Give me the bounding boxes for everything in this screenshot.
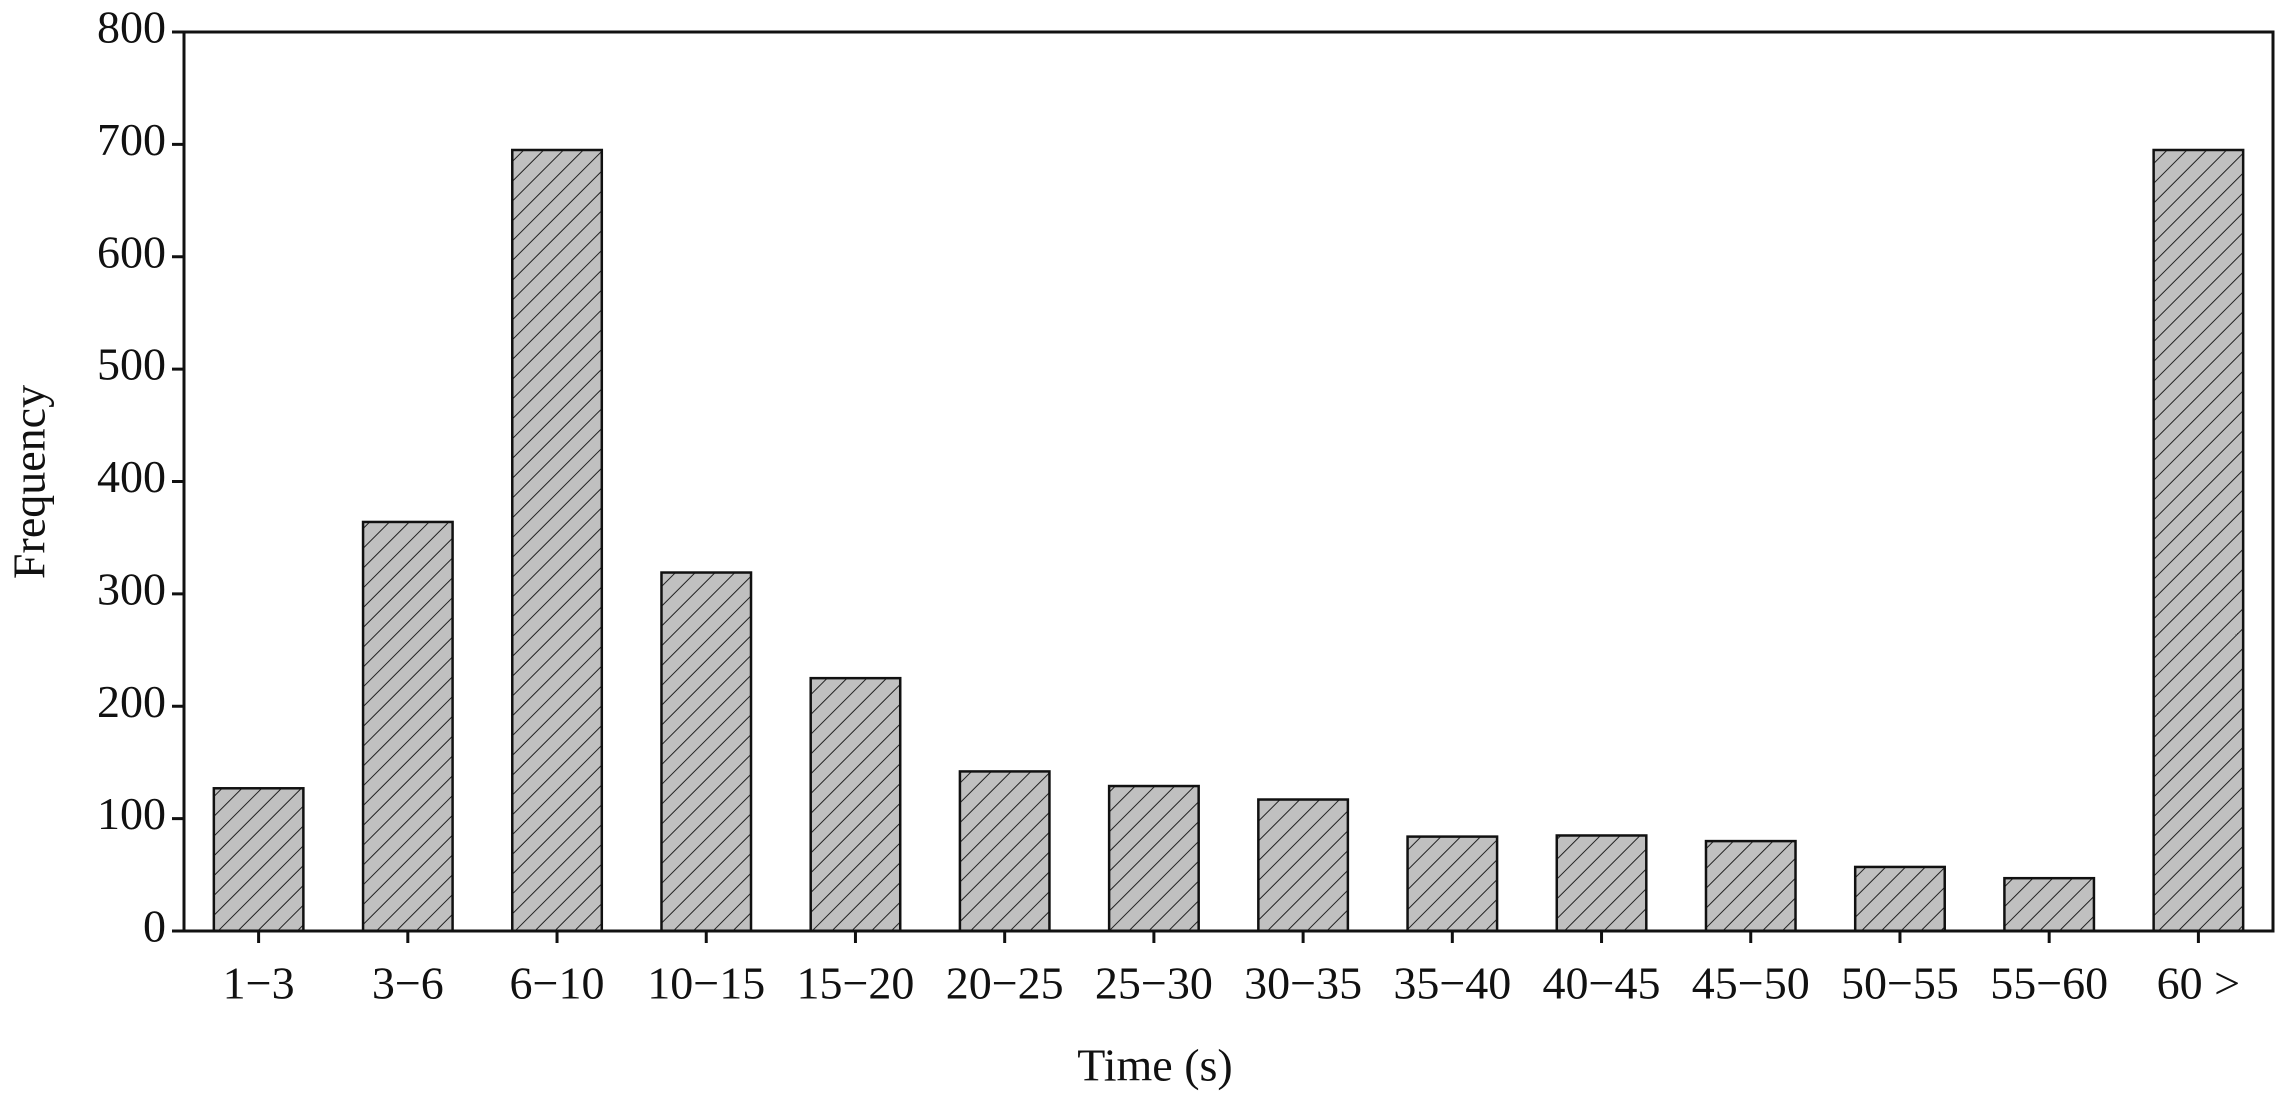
y-tick-label: 800	[97, 2, 166, 53]
y-tick-label: 600	[97, 226, 166, 277]
bar	[2152, 148, 2245, 933]
bar	[212, 787, 305, 933]
bar	[1704, 839, 1797, 933]
x-tick-label: 60 >	[2157, 958, 2240, 1009]
x-tick-label: 20−25	[946, 958, 1064, 1009]
y-tick-label: 400	[97, 451, 166, 502]
y-tick-label: 300	[97, 563, 166, 614]
x-tick-label: 6−10	[510, 958, 605, 1009]
bar	[809, 676, 902, 933]
bar	[660, 571, 753, 933]
plot-frame	[182, 30, 2275, 933]
x-tick-label: 50−55	[1841, 958, 1959, 1009]
x-tick-label: 10−15	[647, 958, 765, 1009]
y-tick-label: 200	[97, 676, 166, 727]
y-tick-label: 700	[97, 114, 166, 165]
x-tick-label: 35−40	[1393, 958, 1511, 1009]
bar	[1853, 865, 1946, 933]
y-tick-label: 100	[97, 788, 166, 839]
bar	[958, 770, 1051, 933]
x-tick-label: 30−35	[1244, 958, 1362, 1009]
bar	[1406, 835, 1499, 933]
bar	[1257, 798, 1350, 933]
x-axis-label: Time (s)	[1077, 1040, 1233, 1091]
y-tick-label: 0	[143, 901, 166, 952]
x-tick-label: 55−60	[1990, 958, 2108, 1009]
bar	[361, 520, 454, 933]
bar	[1107, 784, 1200, 933]
x-tick-label: 15−20	[796, 958, 914, 1009]
x-tick-label: 1−3	[223, 958, 295, 1009]
x-tick-label: 40−45	[1543, 958, 1661, 1009]
bar	[1555, 834, 1648, 933]
bar	[2003, 876, 2096, 933]
bar	[511, 148, 604, 933]
x-tick-label: 45−50	[1692, 958, 1810, 1009]
y-tick-label: 500	[97, 339, 166, 390]
x-tick-label: 3−6	[372, 958, 444, 1009]
x-tick-label: 25−30	[1095, 958, 1213, 1009]
y-axis-label: Frequency	[4, 385, 55, 579]
